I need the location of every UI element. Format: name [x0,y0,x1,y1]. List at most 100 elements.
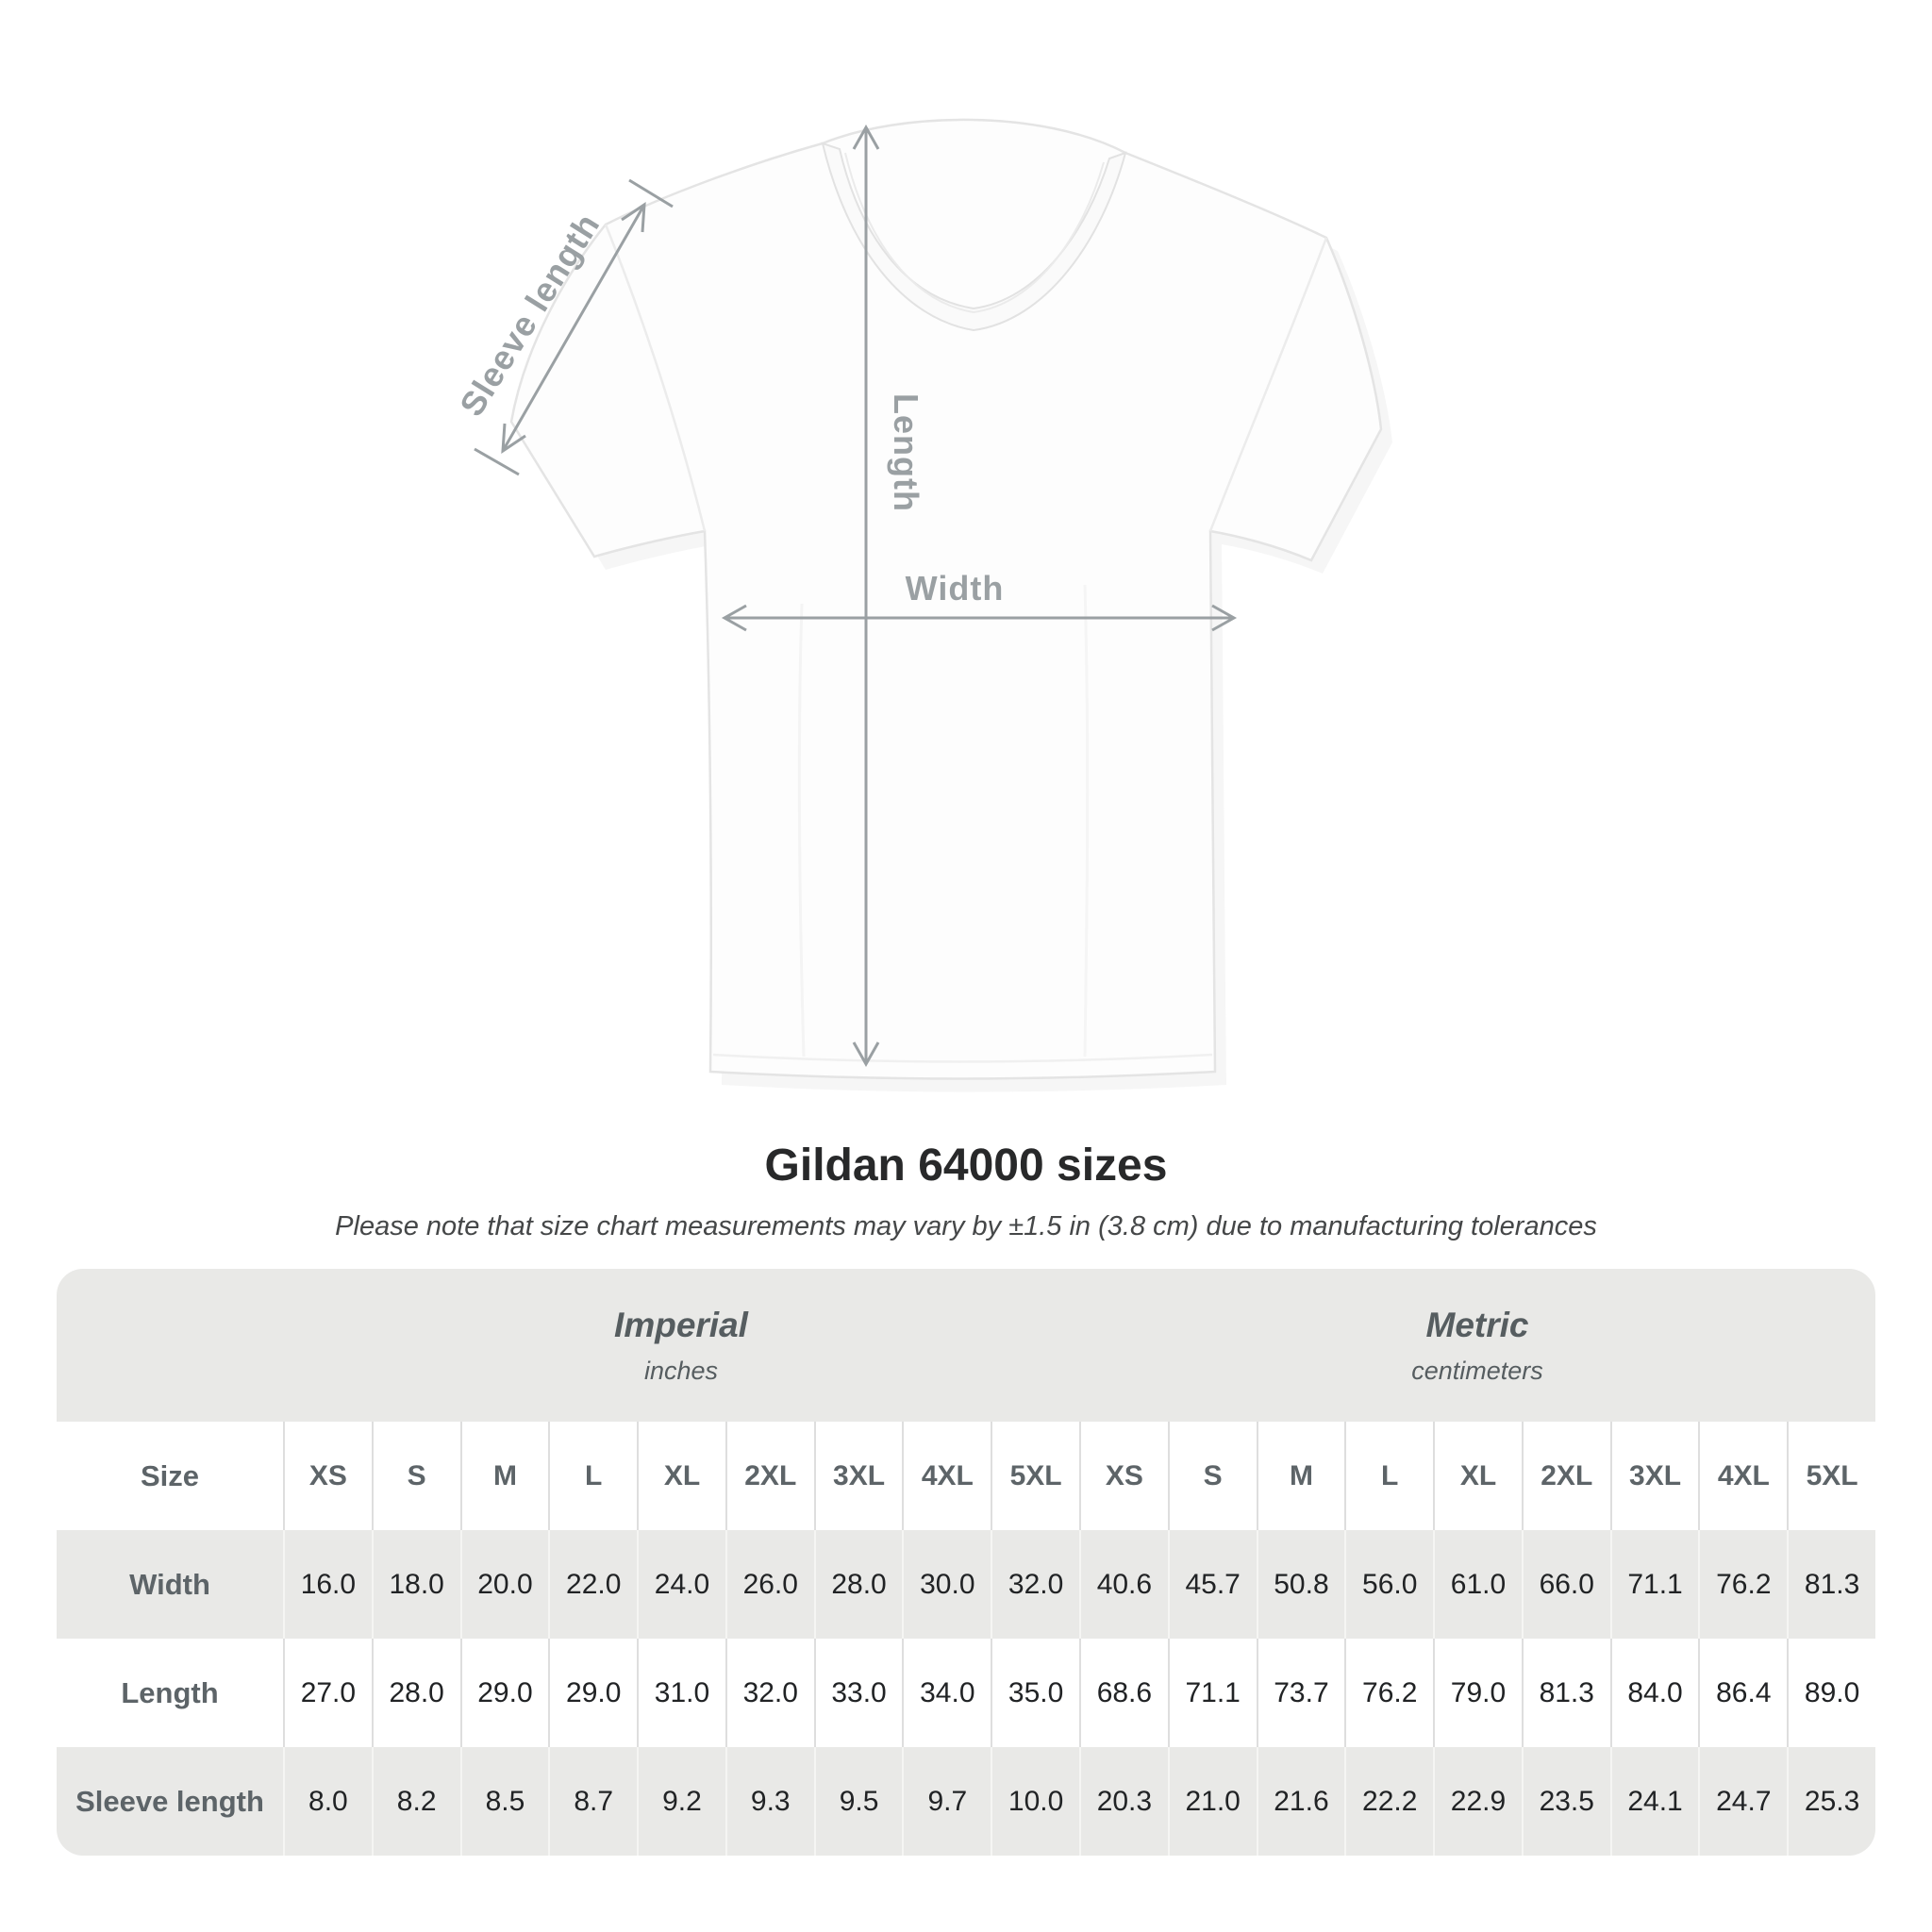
metric-unit: centimeters [1411,1356,1543,1385]
width-label: Width [906,569,1005,608]
size-header-cell: S [1167,1422,1257,1530]
size-header-cell: 5XL [991,1422,1079,1530]
size-table: Imperial inches Metric centimeters Size … [57,1269,1875,1856]
size-column-header: Size [140,1458,200,1492]
width-metric-value: 66.0 [1521,1530,1610,1639]
size-header-cell: 3XL [1609,1422,1699,1530]
sleeve-metric-value: 22.9 [1433,1747,1522,1856]
sleeve-metric-value: 22.2 [1344,1747,1433,1856]
sleeve-metric-value: 24.1 [1609,1747,1699,1856]
size-header-cell: XS [1079,1422,1168,1530]
metric-title: Metric [1425,1305,1529,1344]
sleeve-metric-value: 21.0 [1167,1747,1257,1856]
collar-stitch [844,152,1105,314]
unit-header-band: Imperial inches Metric centimeters [57,1269,1875,1422]
length-label: Length [887,393,925,512]
length-imperial-value: 29.0 [459,1639,549,1747]
width-metric-value: 71.1 [1609,1530,1699,1639]
length-metric-value: 89.0 [1787,1639,1875,1747]
sleeve-length-row-label: Sleeve length [75,1784,264,1818]
right-sleeve-seam [1208,237,1328,532]
length-metric-value: 71.1 [1167,1639,1257,1747]
size-header-cell: M [459,1422,549,1530]
sleeve-length-arrow [474,178,674,476]
size-header-cell: XS [283,1422,372,1530]
width-arrow [721,604,1238,632]
width-imperial-value: 16.0 [283,1530,372,1639]
sleeve-imperial-value: 8.7 [548,1747,637,1856]
width-imperial-value: 22.0 [548,1530,637,1639]
measurement-annotations [474,124,1238,1068]
length-imperial-value: 29.0 [548,1639,637,1747]
size-header-cell: S [371,1422,460,1530]
sleeve-imperial-value: 8.2 [371,1747,460,1856]
length-metric-value: 86.4 [1698,1639,1787,1747]
length-row: Length 27.0 28.0 29.0 29.0 31.0 32.0 33.0 34.0 3… [57,1639,1875,1747]
size-header-cell: M [1256,1422,1345,1530]
length-metric-value: 79.0 [1433,1639,1522,1747]
tolerance-note: Please note that size chart measurements… [335,1211,1597,1241]
width-imperial-value: 30.0 [902,1530,991,1639]
sleeve-imperial-value: 9.2 [637,1747,725,1856]
length-imperial-value: 35.0 [991,1639,1079,1747]
page-title: Gildan 64000 sizes [764,1141,1168,1191]
width-imperial-value: 20.0 [459,1530,549,1639]
sleeve-metric-value: 24.7 [1698,1747,1787,1856]
sleeve-imperial-value: 9.5 [813,1747,903,1856]
size-header-cell: 2XL [1521,1422,1610,1530]
length-imperial-value: 32.0 [724,1639,814,1747]
length-metric-value: 68.6 [1079,1639,1168,1747]
sleeve-metric-value: 20.3 [1079,1747,1168,1856]
length-imperial-value: 27.0 [283,1639,372,1747]
size-header-cell: XL [1433,1422,1522,1530]
length-metric-value: 73.7 [1256,1639,1345,1747]
width-row-label: Width [129,1567,210,1601]
width-imperial-value: 24.0 [637,1530,725,1639]
imperial-title: Imperial [614,1305,748,1344]
metric-header: Metric centimeters [1079,1269,1875,1422]
size-header-cell: 2XL [724,1422,814,1530]
width-row: Width 16.0 18.0 20.0 22.0 24.0 26.0 28.0 30.0 32… [57,1530,1875,1639]
size-header-cell: 4XL [1698,1422,1787,1530]
sleeve-metric-value: 23.5 [1521,1747,1610,1856]
sleeve-metric-value: 21.6 [1256,1747,1345,1856]
length-metric-value: 81.3 [1521,1639,1610,1747]
size-header-cell: XL [637,1422,725,1530]
length-imperial-value: 31.0 [637,1639,725,1747]
left-sleeve-seam [604,224,707,532]
length-metric-value: 76.2 [1344,1639,1433,1747]
length-imperial-value: 33.0 [813,1639,903,1747]
width-imperial-value: 26.0 [724,1530,814,1639]
tshirt-body [509,118,1383,1080]
length-arrow [852,124,880,1068]
width-metric-value: 50.8 [1256,1530,1345,1639]
length-imperial-value: 28.0 [371,1639,460,1747]
width-metric-value: 56.0 [1344,1530,1433,1639]
width-imperial-value: 28.0 [813,1530,903,1639]
hem-stitch [712,1053,1213,1063]
sleeve-imperial-value: 9.3 [724,1747,814,1856]
sleeve-imperial-value: 8.0 [283,1747,372,1856]
imperial-unit: inches [643,1356,719,1385]
sleeve-metric-value: 25.3 [1787,1747,1875,1856]
imperial-header: Imperial inches [283,1269,1079,1422]
fabric-fold [1083,584,1090,1058]
width-metric-value: 76.2 [1698,1530,1787,1639]
fabric-fold [797,603,806,1058]
width-metric-value: 45.7 [1167,1530,1257,1639]
sleeve-length-row: Sleeve length 8.0 8.2 8.5 8.7 9.2 9.3 9.5 9.7 10… [57,1747,1875,1856]
width-metric-value: 40.6 [1079,1530,1168,1639]
size-header-cell: L [1344,1422,1433,1530]
length-row-label: Length [121,1675,219,1709]
length-metric-value: 84.0 [1609,1639,1699,1747]
width-imperial-value: 18.0 [371,1530,460,1639]
width-imperial-value: 32.0 [991,1530,1079,1639]
length-imperial-value: 34.0 [902,1639,991,1747]
size-header-cell: 3XL [813,1422,903,1530]
width-metric-value: 61.0 [1433,1530,1522,1639]
size-header-cell: L [548,1422,637,1530]
sleeve-imperial-value: 8.5 [459,1747,549,1856]
table-header-row: Size XS S M L XL 2XL 3XL 4XL 5XL XS S M L XL 2XL 3XL 4X… [57,1422,1875,1530]
size-header-cell: 5XL [1787,1422,1875,1530]
